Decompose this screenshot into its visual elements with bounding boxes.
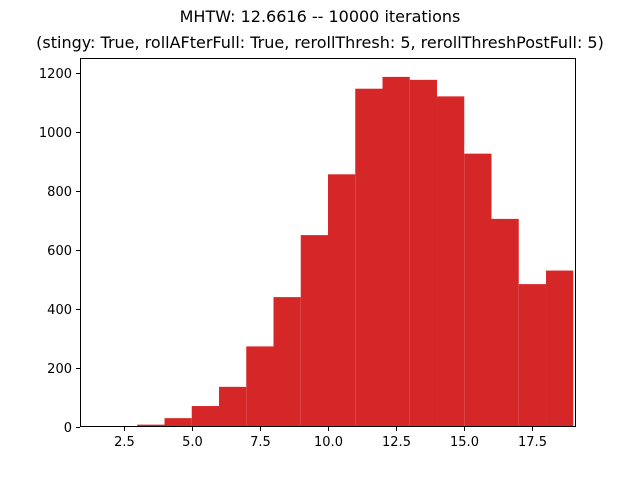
histogram-bar (246, 346, 274, 427)
x-tick-label: 12.5 (382, 435, 411, 450)
histogram-bar (164, 418, 192, 427)
y-tick-label: 1200 (39, 67, 72, 82)
bars-layer (109, 76, 574, 428)
x-tick-label: 17.5 (518, 435, 547, 450)
histogram-bar (300, 235, 328, 427)
y-tick-label: 0 (64, 421, 72, 436)
y-tick-label: 600 (47, 244, 72, 259)
histogram-bar (355, 88, 383, 427)
histogram-bar (328, 174, 356, 427)
x-tick-label: 2.5 (114, 435, 135, 450)
histogram-bar (382, 76, 410, 428)
histogram-bar (137, 424, 165, 427)
x-tick-label: 10.0 (314, 435, 343, 450)
y-tick-label: 400 (47, 303, 72, 318)
chart-subtitle: (stingy: True, rollAFterFull: True, rero… (36, 33, 604, 52)
histogram-bar (437, 96, 465, 427)
x-tick-label: 7.5 (250, 435, 271, 450)
y-axis: 0 200 400 600 800 1000 1200 (39, 67, 80, 436)
y-tick-label: 1000 (39, 126, 72, 141)
histogram-bar (273, 297, 301, 427)
histogram-bar (191, 406, 219, 427)
axes-frame (80, 58, 576, 427)
x-axis: 2.5 5.0 7.5 10.0 12.5 15.0 17.5 (114, 427, 547, 450)
histogram-bar (546, 270, 574, 427)
histogram-bar (409, 79, 438, 428)
histogram-bar (518, 284, 547, 427)
histogram-bar (464, 153, 492, 427)
x-tick-label: 5.0 (182, 435, 203, 450)
histogram-bar (491, 218, 519, 427)
x-tick-label: 15.0 (450, 435, 479, 450)
histogram-bar (218, 386, 247, 427)
y-tick-label: 800 (47, 185, 72, 200)
y-tick-label: 200 (47, 362, 72, 377)
chart-title: MHTW: 12.6616 -- 10000 iterations (179, 7, 461, 26)
